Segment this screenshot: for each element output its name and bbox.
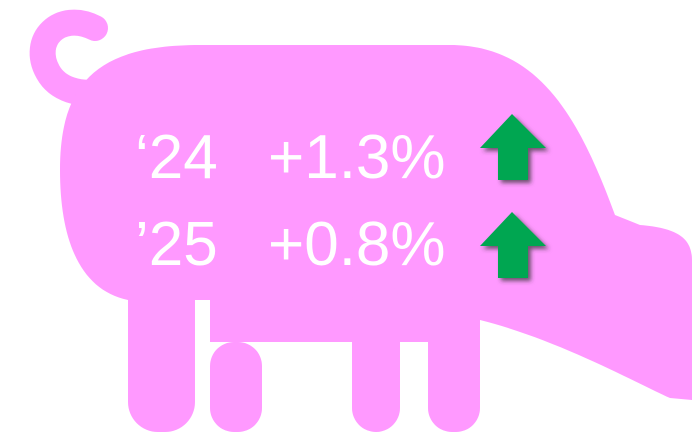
year-label: ‘24 (135, 123, 218, 192)
pig-leg (428, 280, 480, 432)
leg-gap (195, 300, 210, 432)
pig-leg (352, 280, 400, 432)
change-label: +0.8% (268, 210, 446, 279)
year-label: ’25 (135, 210, 218, 279)
pig-leg (128, 280, 195, 432)
page: ‘24 +1.3% ’25 +0.8% (() => { const data … (0, 0, 692, 442)
pig-infographic: ‘24 +1.3% ’25 +0.8% (0, 0, 692, 442)
change-label: +1.3% (268, 123, 446, 192)
pig-leg (210, 342, 262, 432)
